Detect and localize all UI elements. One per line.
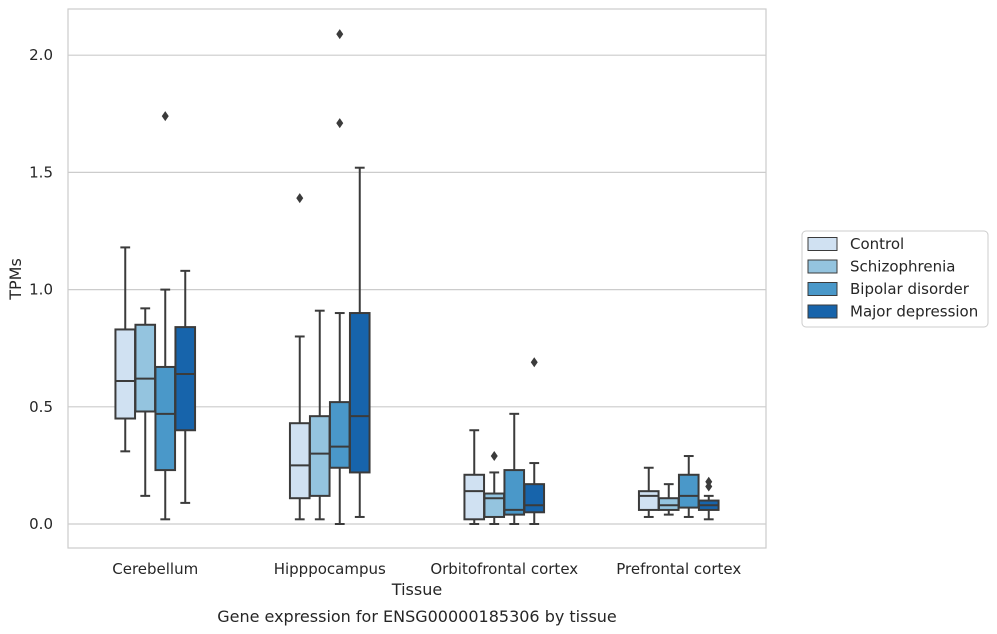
legend: Control Schizophrenia Bipolar disorder Majo… [801,230,989,328]
legend-frame [801,230,989,328]
legend-entry: Bipolar disorder [850,280,970,298]
x-tick-label: Prefrontal cortex [616,560,741,578]
x-tick-label: Cerebellum [112,560,198,578]
box-iqr [463,473,486,521]
legend-swatch [807,282,838,296]
outlier-point [336,29,344,40]
outlier-point [161,111,169,122]
box-major-depression [174,269,197,504]
box-series [114,29,720,525]
x-tick-label: Hipppocampus [274,560,386,578]
y-tick-label: 1.0 [29,281,53,299]
box-major-depression [697,476,720,521]
box-iqr [503,469,526,516]
legend-swatch [807,237,838,251]
box-control [463,429,486,525]
box-iqr [134,323,157,413]
box-bipolar-disorder [154,111,177,521]
box-iqr [174,326,197,432]
box-iqr [657,497,680,511]
box-bipolar-disorder [503,412,526,525]
outlier-point [296,193,304,204]
box-iqr [348,312,371,474]
box-schizophrenia [134,307,157,497]
box-iqr [154,365,177,472]
y-tick-label: 1.5 [29,163,53,181]
box-iqr [677,473,700,509]
outlier-point [336,118,344,129]
outlier-point [490,451,498,462]
y-axis-label: TPMs [6,258,25,301]
y-tick-label: 2.0 [29,46,53,64]
box-iqr [328,401,351,469]
box-iqr [114,328,137,420]
y-tick-label: 0.0 [29,515,53,533]
legend-entry: Control [850,235,904,253]
legend-swatch [807,304,838,319]
box-iqr [637,490,660,511]
box-iqr [523,483,546,514]
legend-swatch [807,259,838,274]
box-schizophrenia [657,483,680,516]
outlier-point [530,357,538,368]
box-major-depression [523,357,546,525]
box-control [288,193,311,521]
box-iqr [308,415,331,497]
box-control [114,246,137,453]
y-tick-label: 0.5 [29,398,53,416]
legend-entry: Major depression [850,303,978,321]
box-bipolar-disorder [328,29,351,525]
x-axis-label: Tissue [391,580,442,599]
box-major-depression [348,166,371,518]
box-iqr [288,422,311,500]
x-tick-label: Orbitofrontal cortex [430,560,578,578]
box-schizophrenia [483,451,506,525]
box-iqr [483,492,506,518]
box-bipolar-disorder [677,455,700,518]
outlier-point [705,476,713,487]
x-tick-labels: Cerebellum Hipppocampus Orbitofrontal cort… [112,560,741,578]
figure-caption: Gene expression for ENSG00000185306 by t… [217,607,617,626]
y-tick-labels: 0.0 0.5 1.0 1.5 2.0 [29,46,53,533]
legend-entry: Schizophrenia [850,258,955,276]
